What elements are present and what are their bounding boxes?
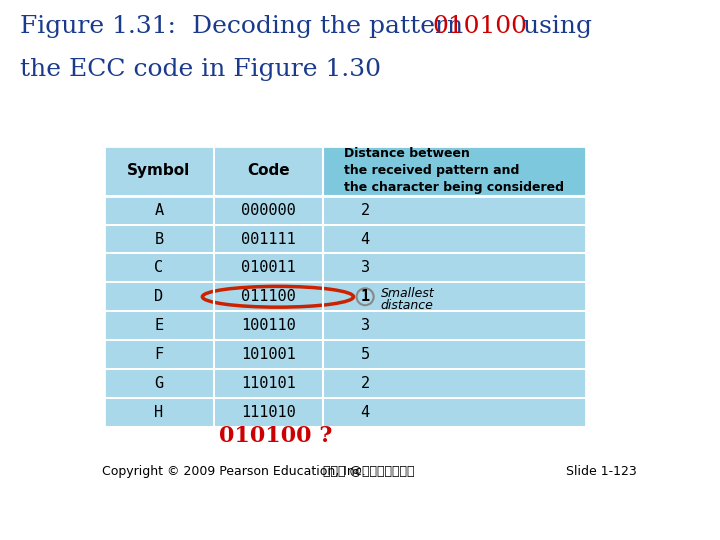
Text: 2: 2 (361, 376, 369, 391)
Text: distance: distance (381, 299, 433, 312)
Text: 001111: 001111 (241, 232, 296, 247)
Bar (104, 146, 323, 195)
Text: 3: 3 (361, 260, 369, 275)
Text: 5: 5 (361, 347, 369, 362)
Text: using: using (515, 15, 592, 38)
Text: G: G (154, 376, 163, 391)
Text: Copyright © 2009 Pearson Education, Inc.: Copyright © 2009 Pearson Education, Inc. (102, 465, 365, 478)
Text: 蔡文能 @交通大學資工系: 蔡文能 @交通大學資工系 (323, 465, 415, 478)
Text: Symbol: Symbol (127, 163, 191, 178)
Text: 111010: 111010 (241, 405, 296, 420)
Text: 110101: 110101 (241, 376, 296, 391)
Bar (323, 146, 586, 195)
Text: 000000: 000000 (241, 202, 296, 218)
Text: C: C (154, 260, 163, 275)
Text: 010100 ?: 010100 ? (220, 425, 333, 447)
Text: 100110: 100110 (241, 318, 296, 333)
Text: H: H (154, 405, 163, 420)
Text: 010011: 010011 (241, 260, 296, 275)
Text: D: D (154, 289, 163, 304)
Text: the ECC code in Figure 1.30: the ECC code in Figure 1.30 (20, 58, 381, 81)
Text: 4: 4 (361, 405, 369, 420)
Text: A: A (154, 202, 163, 218)
Text: Distance between
the received pattern and
the character being considered: Distance between the received pattern an… (344, 147, 564, 194)
Bar (104, 146, 586, 427)
Text: E: E (154, 318, 163, 333)
Text: Slide 1-123: Slide 1-123 (566, 465, 636, 478)
Text: Code: Code (247, 163, 289, 178)
Bar (104, 146, 586, 427)
Text: 011100: 011100 (241, 289, 296, 304)
Text: Smallest: Smallest (381, 287, 434, 300)
Text: Figure 1.31:  Decoding the pattern: Figure 1.31: Decoding the pattern (20, 15, 472, 38)
Text: F: F (154, 347, 163, 362)
Text: 4: 4 (361, 232, 369, 247)
Circle shape (356, 288, 374, 305)
Text: 1: 1 (361, 289, 369, 304)
Text: 010100: 010100 (432, 15, 527, 38)
Text: B: B (154, 232, 163, 247)
Text: 2: 2 (361, 202, 369, 218)
Text: 101001: 101001 (241, 347, 296, 362)
Text: 3: 3 (361, 318, 369, 333)
